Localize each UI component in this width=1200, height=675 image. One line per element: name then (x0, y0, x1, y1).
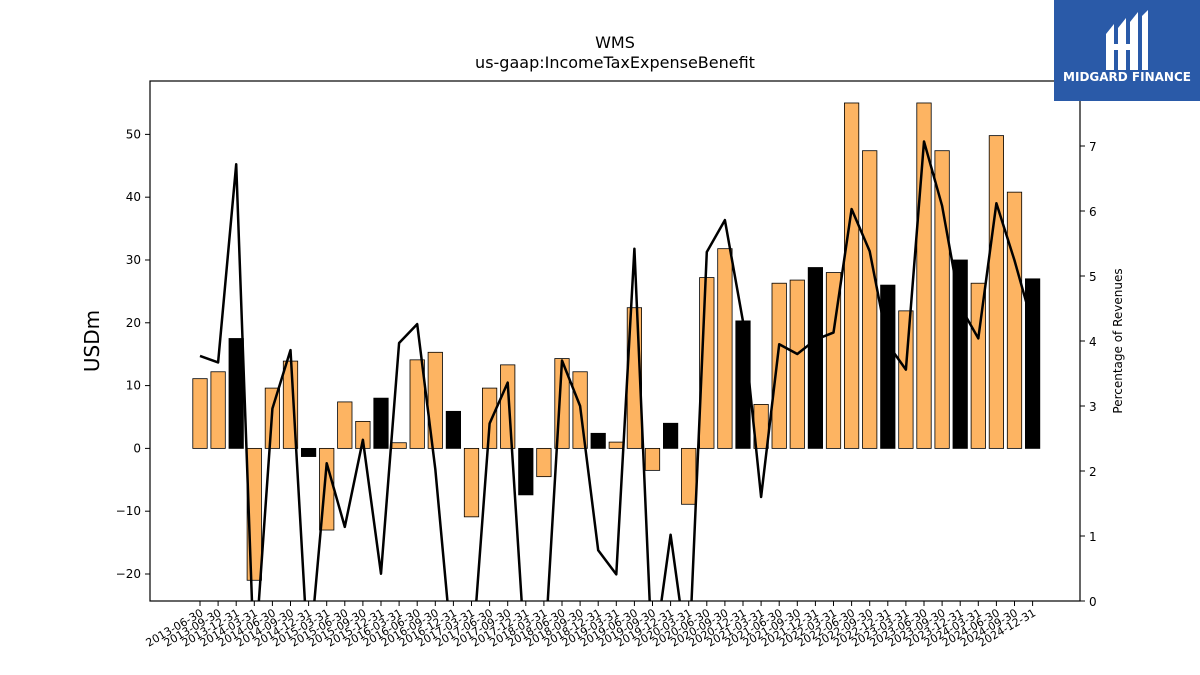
y2-tick-label: 1 (1089, 530, 1097, 544)
bar-2017-06-30 (481, 387, 498, 449)
bar-2019-09-30 (644, 447, 661, 471)
line-layer (199, 140, 1034, 601)
y2-axis-label: Percentage of Revenues (1111, 268, 1125, 413)
bar-2024-09-30 (1006, 191, 1023, 449)
bar-2016-09-30 (427, 351, 443, 449)
y2-tick-label: 7 (1089, 140, 1097, 154)
bar-2020-03-31 (681, 447, 697, 505)
bar-2021-06-30 (771, 282, 787, 449)
bar-2020-09-30 (717, 248, 733, 449)
bar-2016-12-31 (445, 410, 462, 449)
y2-tick-label: 0 (1089, 595, 1097, 609)
bar-2022-09-30 (862, 150, 878, 449)
y-tick-label: 50 (126, 127, 141, 141)
bar-2014-12-31 (300, 447, 317, 457)
chart-title: WMS (595, 33, 635, 52)
y2-tick-label: 3 (1089, 400, 1097, 414)
bar-2015-06-30 (337, 401, 353, 449)
logo-background (1054, 0, 1200, 101)
y-tick-label: 0 (133, 441, 141, 455)
bar-2016-03-31 (391, 442, 407, 449)
bar-2023-12-31 (952, 259, 968, 449)
bar-2022-06-30 (844, 102, 860, 449)
bars-layer (192, 102, 1041, 581)
pct-of-revenues-line (199, 140, 1034, 601)
bar-2016-06-30 (409, 359, 425, 449)
bar-2013-06-30 (192, 378, 208, 449)
y2-tick-label: 5 (1089, 270, 1097, 284)
bar-2024-06-30 (988, 135, 1005, 449)
bar-2021-09-30 (789, 279, 805, 449)
bar-2019-12-31 (663, 422, 679, 449)
bar-2017-12-31 (518, 447, 534, 496)
bar-2018-03-31 (536, 447, 552, 478)
bar-2022-12-31 (880, 284, 896, 449)
y-axis-label: USDm (80, 310, 104, 372)
y-tick-label: 30 (126, 253, 141, 267)
chart-subtitle: us-gaap:IncomeTaxExpenseBenefit (475, 53, 755, 72)
bar-2013-12-31 (228, 338, 244, 449)
x-axis: 2013-06-302013-09-302013-12-312014-03-31… (144, 601, 1038, 650)
y-tick-label: 40 (126, 190, 141, 204)
bar-2020-12-31 (735, 320, 751, 449)
y2-tick-label: 6 (1089, 205, 1097, 219)
y-tick-label: −10 (116, 504, 141, 518)
bar-2023-03-31 (898, 310, 914, 449)
bar-2019-03-31 (608, 441, 624, 449)
bar-2024-12-31 (1025, 278, 1041, 449)
bar-2015-12-31 (373, 397, 389, 449)
logo-text: MIDGARD FINANCE (1063, 70, 1191, 84)
y2-tick-label: 4 (1089, 335, 1097, 349)
bar-2017-03-31 (463, 447, 480, 518)
bar-2023-09-30 (934, 150, 950, 449)
y2-tick-label: 2 (1089, 465, 1097, 479)
bar-2021-12-31 (807, 267, 824, 449)
bar-2018-12-31 (590, 432, 606, 449)
midgard-finance-logo: MIDGARD FINANCE (1054, 0, 1200, 101)
y-tick-label: 20 (126, 316, 141, 330)
logo-mark-icon (1106, 10, 1148, 70)
bar-2024-03-31 (970, 282, 986, 449)
bar-2013-09-30 (210, 371, 226, 449)
y-axis-right: 0 1 2 3 4 5 6 7 (1080, 140, 1097, 609)
y-axis-left: −20 −10 0 10 20 30 40 50 (116, 127, 150, 581)
y-tick-label: −20 (116, 567, 141, 581)
y-tick-label: 10 (126, 379, 141, 393)
bar-2017-09-30 (500, 364, 516, 449)
